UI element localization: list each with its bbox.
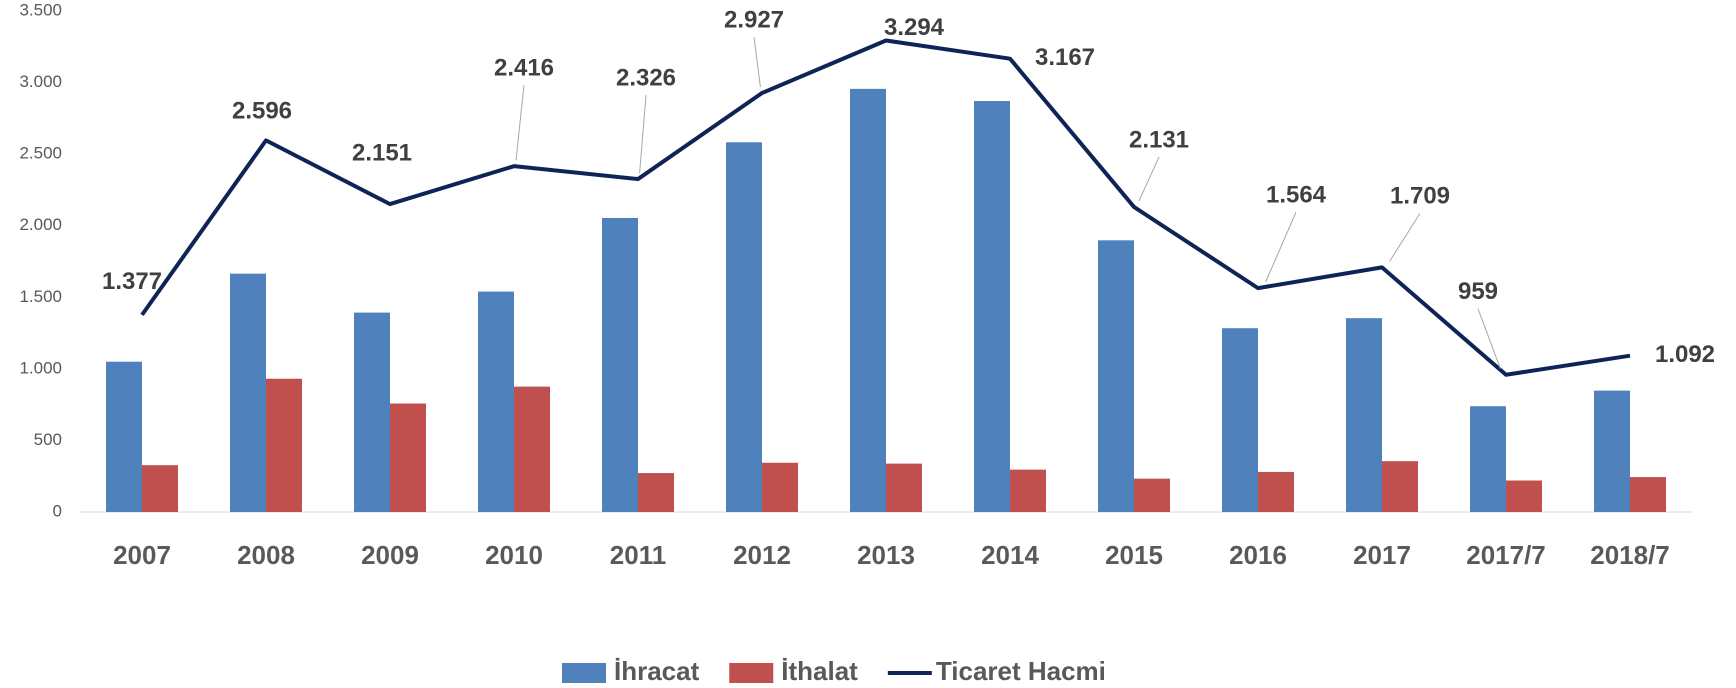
legend-label: Ticaret Hacmi	[936, 656, 1106, 686]
legend-swatch	[729, 663, 774, 683]
x-tick-label: 2010	[485, 540, 543, 570]
y-tick-label: 3.500	[19, 0, 62, 19]
bar	[1134, 478, 1170, 512]
data-label: 2.596	[232, 98, 292, 125]
y-tick-label: 500	[34, 430, 62, 449]
x-tick-label: 2016	[1229, 540, 1287, 570]
line	[140, 38, 1631, 377]
y-tick-label: 1.500	[19, 287, 62, 306]
bar	[762, 462, 798, 512]
bar	[266, 378, 302, 512]
data-label: 3.294	[884, 14, 945, 41]
leader-line	[1389, 213, 1421, 262]
bar	[230, 273, 266, 512]
data-label: 2.326	[616, 64, 676, 91]
x-tick-label: 2008	[237, 540, 295, 570]
data-label: 2.416	[494, 55, 554, 82]
x-tick-label: 2011	[610, 540, 666, 570]
x-tick-label: 2017	[1353, 540, 1411, 570]
bar	[1630, 477, 1666, 512]
leader-line	[753, 36, 761, 88]
x-tick-label: 2013	[857, 540, 915, 570]
legend-label: İthalat	[781, 656, 858, 686]
data-label: 959	[1458, 278, 1498, 305]
bar	[1010, 469, 1046, 512]
data-label: 1.092	[1655, 341, 1715, 368]
bar	[1506, 480, 1542, 512]
bar	[390, 403, 426, 512]
x-tick-label: 2015	[1105, 540, 1163, 570]
bar	[886, 463, 922, 512]
data-label: 1.709	[1390, 183, 1450, 210]
bar	[1382, 461, 1418, 512]
legend-swatch	[562, 663, 606, 683]
bar	[1098, 240, 1134, 512]
bar	[354, 312, 390, 512]
y-tick-label: 2.000	[19, 215, 62, 234]
data-label: 2.131	[1129, 126, 1189, 153]
bar	[1470, 406, 1506, 512]
bar	[1594, 390, 1630, 512]
bar	[726, 142, 762, 512]
leader-line	[1265, 211, 1297, 283]
x-tick-label: 2018/7	[1590, 540, 1670, 570]
data-label: 2.927	[724, 6, 784, 33]
y-tick-label: 3.000	[19, 72, 62, 91]
data-label: 2.151	[352, 139, 412, 166]
leader-line	[639, 95, 647, 174]
x-tick-label: 2017/7	[1466, 540, 1546, 570]
legend-label: İhracat	[614, 656, 700, 686]
leader-line	[515, 85, 525, 161]
leader-line	[1477, 308, 1501, 369]
bar	[142, 465, 178, 512]
data-label: 3.167	[1035, 44, 1095, 71]
data-label: 1.377	[102, 268, 162, 295]
bar	[638, 473, 674, 512]
y-tick-label: 2.500	[19, 144, 62, 163]
data-label: 1.564	[1266, 181, 1327, 208]
x-tick-label: 2012	[733, 540, 791, 570]
bar	[1346, 318, 1382, 512]
x-tick-label: 2014	[981, 540, 1039, 570]
bar	[514, 386, 550, 512]
bar	[1222, 328, 1258, 512]
y-tick-label: 0	[53, 501, 62, 520]
bar	[974, 101, 1010, 512]
x-tick-label: 2007	[113, 540, 171, 570]
bar	[478, 291, 514, 512]
leader-line	[1138, 156, 1160, 202]
bar	[602, 217, 638, 513]
x-tick-label: 2009	[361, 540, 419, 570]
bar	[1258, 471, 1294, 512]
bar	[850, 88, 886, 512]
bar	[106, 361, 142, 512]
y-tick-label: 1.000	[19, 358, 62, 377]
